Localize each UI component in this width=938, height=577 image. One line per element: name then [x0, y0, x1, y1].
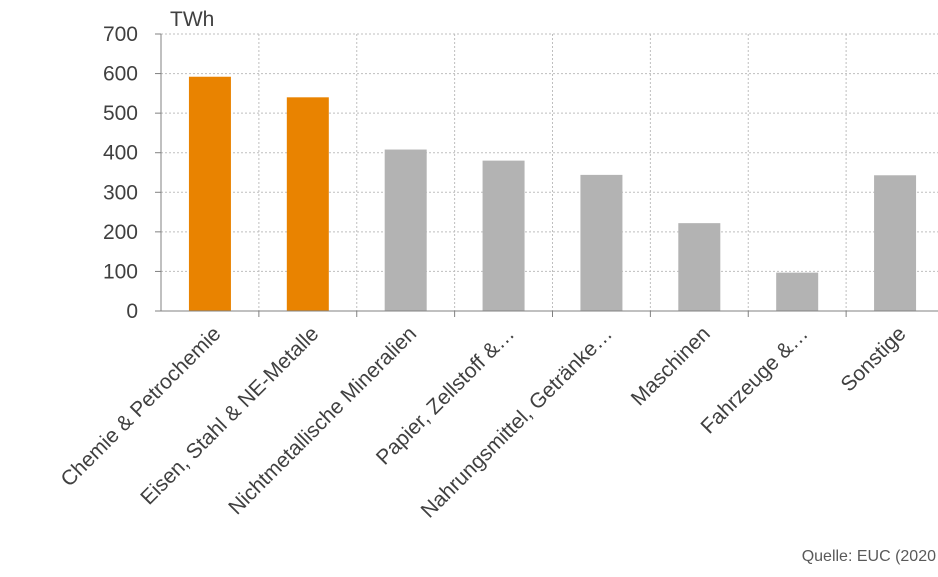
gridlines	[161, 33, 938, 311]
bar	[678, 223, 721, 311]
y-axis-unit-label: TWh	[170, 8, 214, 31]
bar	[874, 175, 917, 311]
y-tick-label: 300	[103, 181, 138, 204]
x-tick-label: Nichtmetallische Mineralien	[224, 322, 421, 519]
y-tick-label: 500	[103, 102, 138, 125]
bars	[188, 76, 917, 311]
x-tick-label: Fahrzeuge &…	[697, 322, 813, 438]
x-tick-label: Sonstige	[837, 322, 911, 396]
bar	[776, 272, 819, 311]
bar	[286, 97, 329, 311]
y-tick-label: 200	[103, 221, 138, 244]
bar	[580, 174, 623, 311]
bar	[384, 149, 427, 311]
y-tick-label: 100	[103, 260, 138, 283]
x-tick-label: Nahrungsmittel, Getränke…	[417, 322, 617, 522]
y-tick-label: 400	[103, 142, 138, 165]
axes	[155, 33, 938, 317]
x-tick-label: Chemie & Petrochemie	[57, 322, 226, 491]
x-tick-label: Maschinen	[627, 322, 715, 410]
bar	[482, 160, 525, 311]
y-tick-label: 600	[103, 63, 138, 86]
y-tick-label: 700	[103, 23, 138, 46]
y-tick-label: 0	[126, 300, 138, 323]
bar	[188, 76, 231, 311]
source-note: Quelle: EUC (2020	[801, 548, 936, 565]
x-tick-label: Eisen, Stahl & NE-Metalle	[136, 322, 323, 509]
